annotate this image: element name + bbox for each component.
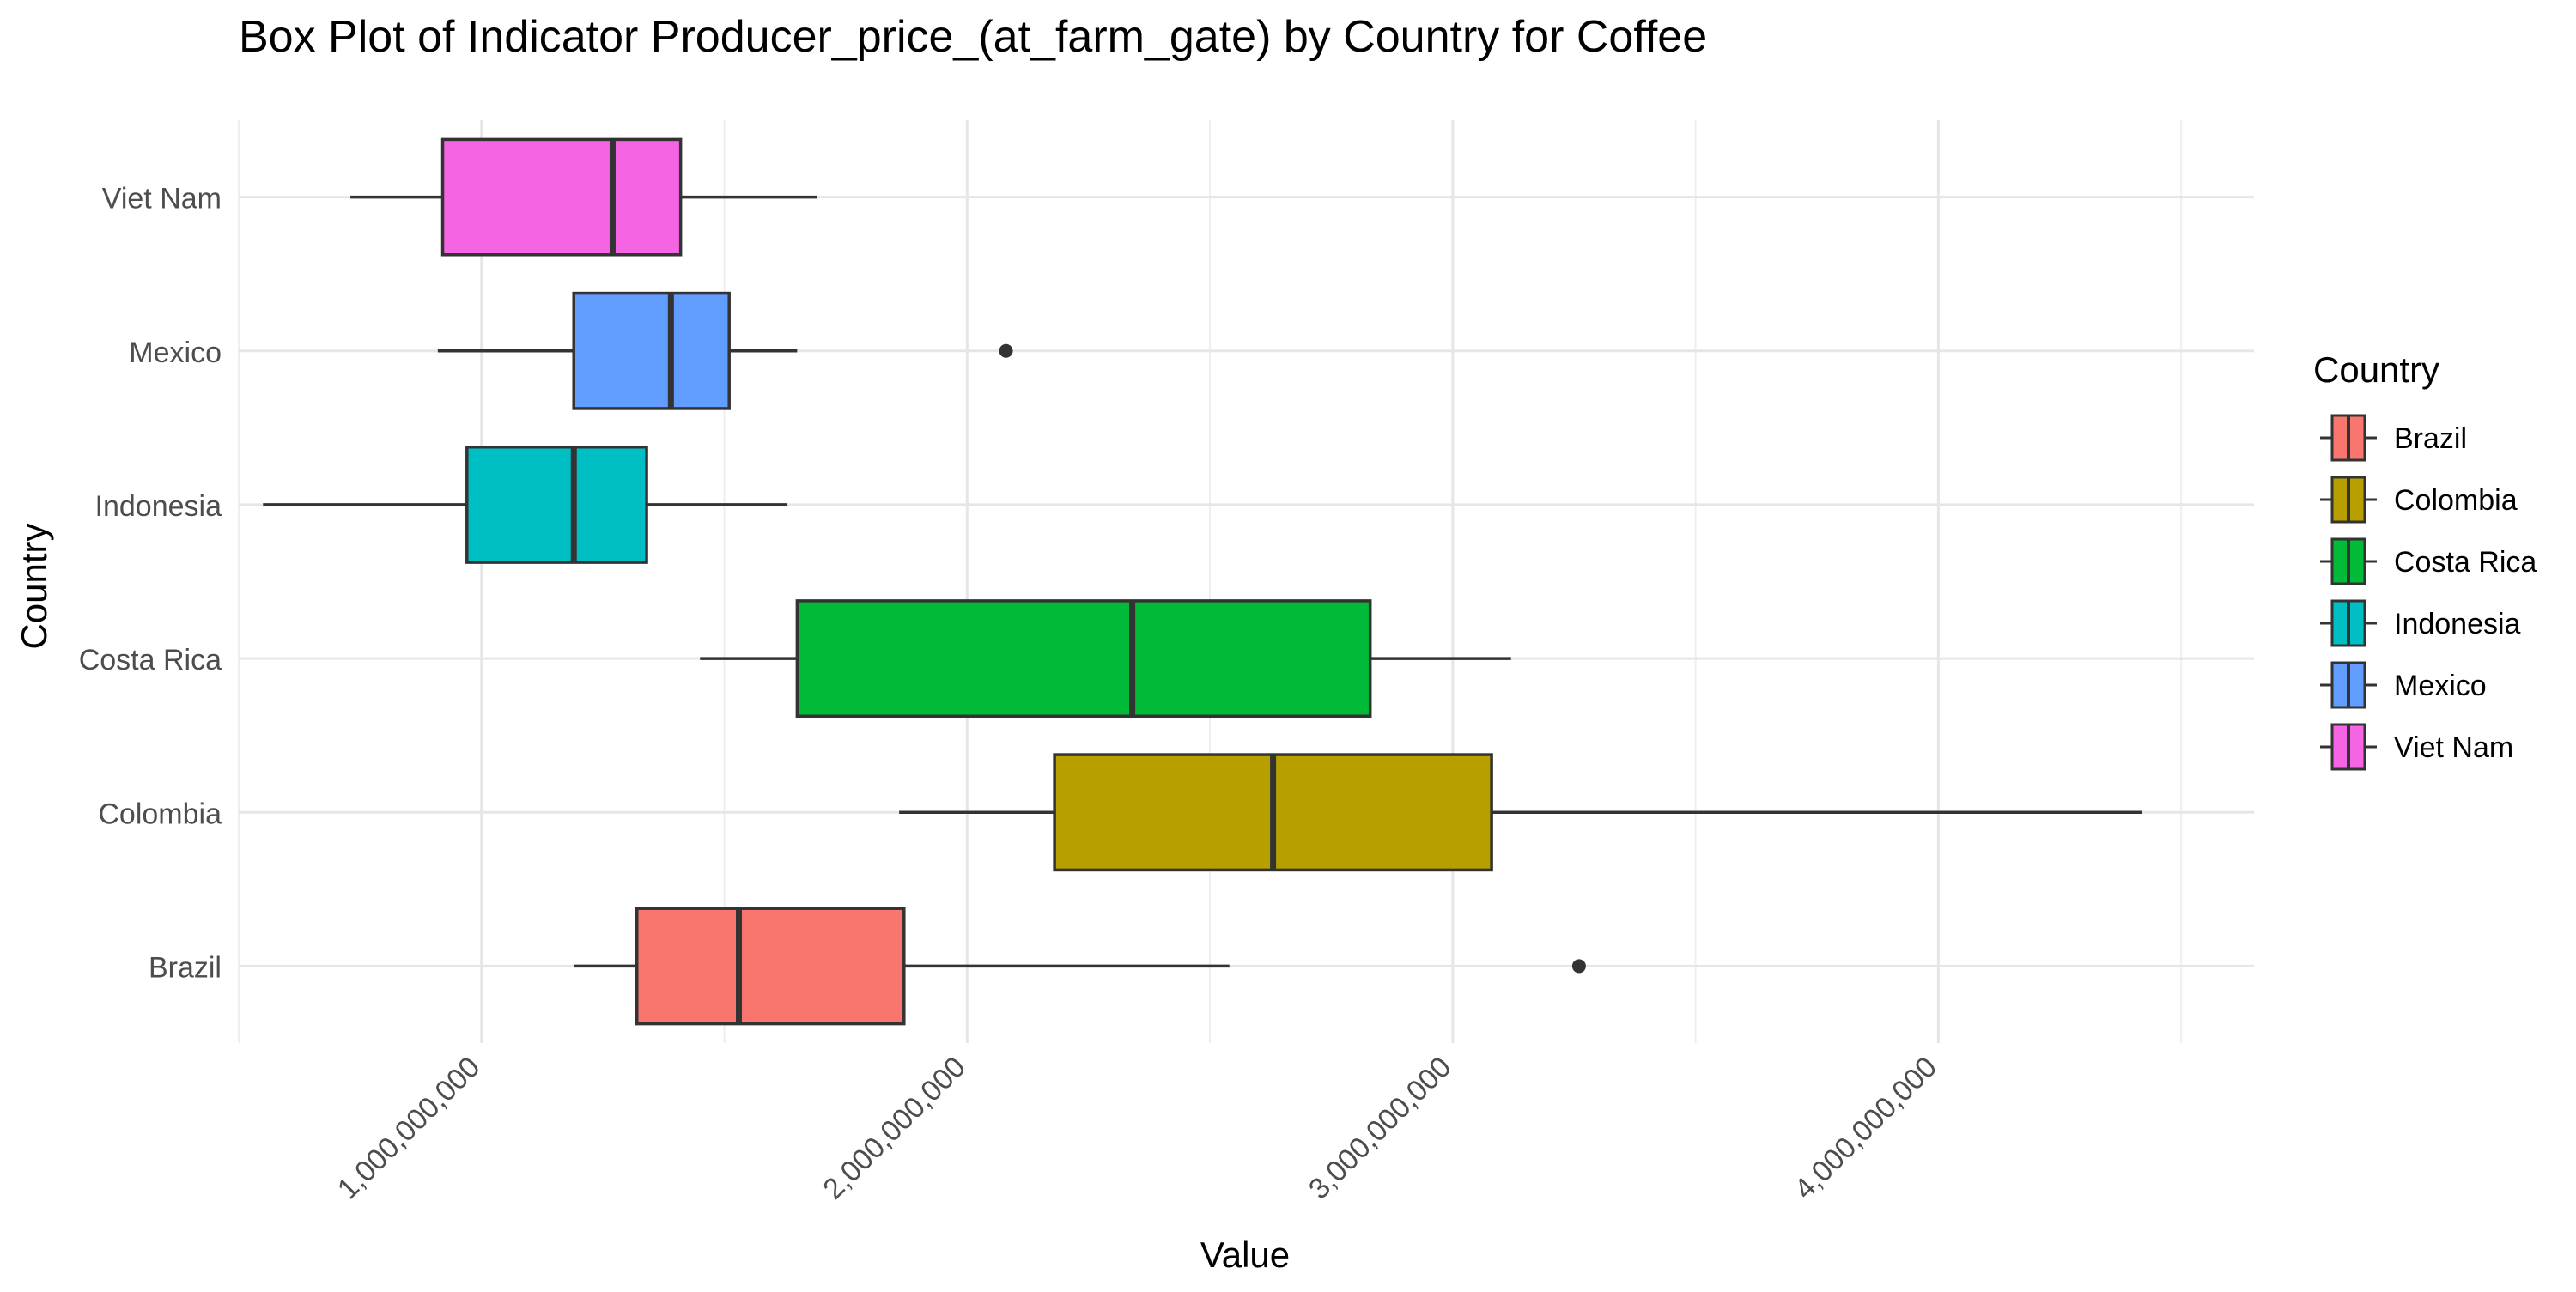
outlier-point xyxy=(1571,959,1586,974)
legend-item-brazil: Brazil xyxy=(2320,414,2467,462)
x-axis-label: Value xyxy=(1200,1234,1290,1275)
legend-item-viet-nam: Viet Nam xyxy=(2320,723,2513,771)
box-colombia xyxy=(899,753,2142,872)
y-tick-label: Indonesia xyxy=(95,490,222,523)
y-tick-label: Costa Rica xyxy=(79,644,222,676)
x-tick-label: 3,000,000,000 xyxy=(1303,1051,1458,1206)
legend-title: Country xyxy=(2313,349,2439,390)
outlier-point xyxy=(999,343,1013,358)
legend-label: Mexico xyxy=(2394,670,2487,702)
box-body xyxy=(465,445,648,564)
legend-item-colombia: Colombia xyxy=(2320,476,2518,524)
x-tick-label: 2,000,000,000 xyxy=(817,1051,972,1206)
legend-label: Colombia xyxy=(2394,484,2518,517)
y-tick-label: Viet Nam xyxy=(102,183,222,215)
x-tick-label: 1,000,000,000 xyxy=(331,1051,487,1206)
legend-label: Brazil xyxy=(2394,422,2467,455)
box-viet-nam xyxy=(350,137,817,257)
chart-title: Box Plot of Indicator Producer_price_(at… xyxy=(239,12,1707,62)
y-tick-label: Mexico xyxy=(129,337,222,369)
legend-label: Indonesia xyxy=(2394,608,2521,640)
box-brazil xyxy=(574,907,1586,1026)
box-body xyxy=(572,291,731,410)
box-mexico xyxy=(437,291,1013,410)
box-body xyxy=(440,137,683,257)
box-costa-rica xyxy=(700,599,1511,719)
plot-panel: Brazil Colombia Costa Rica Indonesia Mexico V… xyxy=(79,120,2254,1205)
y-tick-label: Brazil xyxy=(149,951,222,984)
x-tick-label: 4,000,000,000 xyxy=(1788,1051,1943,1206)
legend: Brazil Colombia Costa Rica Indonesia Mexico V… xyxy=(2320,414,2537,771)
legend-item-indonesia: Indonesia xyxy=(2320,599,2521,647)
legend-label: Costa Rica xyxy=(2394,546,2537,579)
legend-item-costa-rica: Costa Rica xyxy=(2320,537,2537,585)
box-body xyxy=(795,599,1372,719)
legend-item-mexico: Mexico xyxy=(2320,661,2487,709)
y-axis-label: Country xyxy=(14,523,54,649)
legend-label: Viet Nam xyxy=(2394,731,2513,764)
y-tick-label: Colombia xyxy=(98,798,222,830)
box-indonesia xyxy=(263,445,788,564)
box-body xyxy=(635,907,906,1026)
